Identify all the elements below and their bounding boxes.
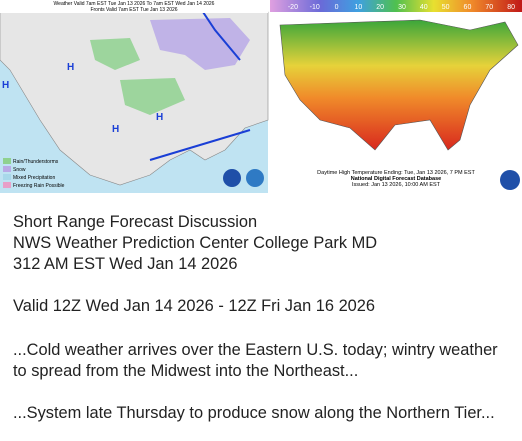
legend-swatch xyxy=(3,174,11,180)
headline: ...System late Thursday to produce snow … xyxy=(13,404,495,422)
issued: 312 AM EST Wed Jan 14 2026 xyxy=(13,255,238,273)
logo xyxy=(246,169,264,187)
scale-label: 80 xyxy=(507,4,515,11)
scale-label: 0 xyxy=(335,4,339,11)
logo xyxy=(500,170,520,190)
scale-label: 40 xyxy=(420,4,428,11)
title-bar xyxy=(0,0,268,13)
legend-swatch xyxy=(3,158,11,164)
rain-area xyxy=(90,38,140,70)
office: NWS Weather Prediction Center College Pa… xyxy=(13,234,378,252)
scale-label: 70 xyxy=(485,4,493,11)
valid: Valid 12Z Wed Jan 14 2026 - 12Z Fri Jan … xyxy=(13,297,376,315)
scale-label: 60 xyxy=(464,4,472,11)
pressure-label: H xyxy=(156,112,163,123)
map-title: Fronts Valid 7am EST Tue Jan 13 2026 xyxy=(90,7,177,13)
logo xyxy=(223,169,241,187)
us-map xyxy=(279,19,519,151)
pressure-label: H xyxy=(112,124,119,135)
legend-swatch xyxy=(3,166,11,172)
scale-label: 10 xyxy=(354,4,362,11)
caption: Issued: Jan 13 2026, 10:00 AM EST xyxy=(352,182,441,188)
caption: Daytime High Temperature Ending: Tue, Ja… xyxy=(317,170,475,176)
weather-map: Weather Valid 7am EST Tue Jan 13 2026 To… xyxy=(0,0,269,193)
pressure-label: H xyxy=(67,62,74,73)
legend-label: Rain/Thunderstorms xyxy=(13,159,59,165)
rain-area xyxy=(120,78,185,115)
map-title: Weather Valid 7am EST Tue Jan 13 2026 To… xyxy=(54,1,215,7)
legend-label: Mixed Precipitation xyxy=(13,175,55,181)
legend-swatch xyxy=(3,182,11,188)
discussion-title: Short Range Forecast Discussion xyxy=(13,213,258,231)
color-scale xyxy=(270,0,522,12)
temperature-map: -20 -10 0 10 20 30 40 50 60 70 80 Daytime High Tem… xyxy=(270,0,522,193)
scale-label: 30 xyxy=(398,4,406,11)
scale-label: -10 xyxy=(310,4,320,11)
pressure-label: H xyxy=(2,80,9,91)
front xyxy=(149,129,251,161)
maps: Weather Valid 7am EST Tue Jan 13 2026 To… xyxy=(0,0,522,193)
legend-label: Freezing Rain Possible xyxy=(13,183,65,189)
caption: National Digital Forecast Database xyxy=(351,176,441,182)
scale-label: -20 xyxy=(288,4,298,11)
scale-label: 50 xyxy=(442,4,450,11)
legend-label: Snow xyxy=(13,167,26,173)
scale-label: 20 xyxy=(376,4,384,11)
snow-area xyxy=(150,18,250,70)
headline: ...Cold weather arrives over the Eastern… xyxy=(13,341,498,380)
